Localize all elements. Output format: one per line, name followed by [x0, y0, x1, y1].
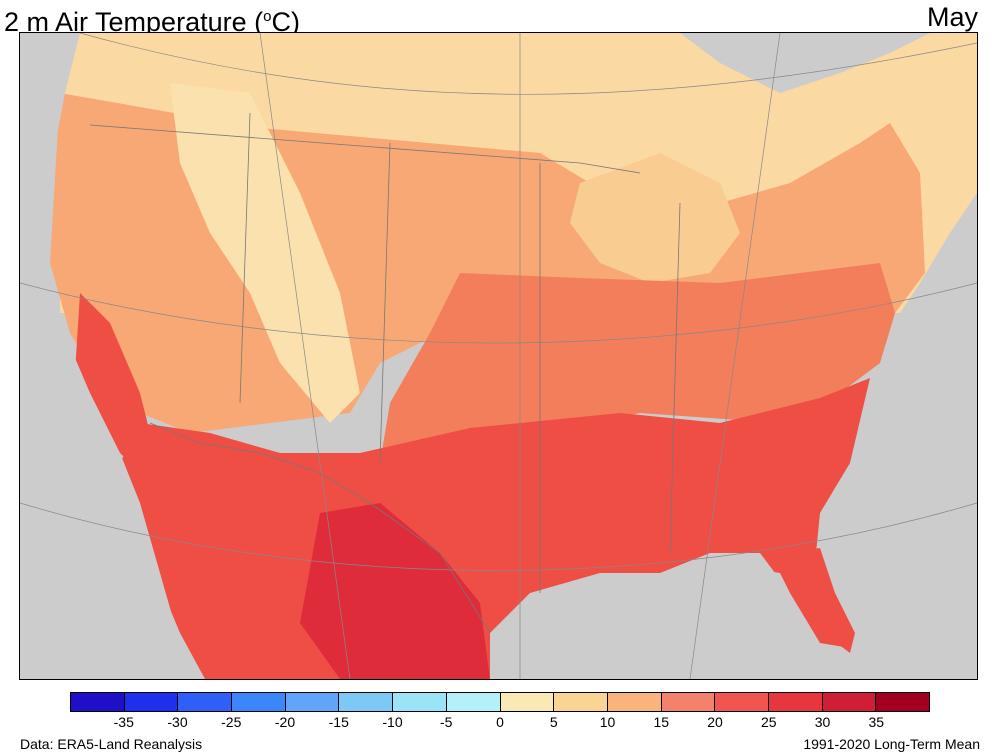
gulf-of-mexico — [500, 563, 820, 679]
colorbar-tick-label: 10 — [599, 714, 616, 730]
colorbar-cell — [393, 693, 447, 711]
colorbar-cell — [71, 693, 125, 711]
land-baja — [140, 503, 225, 679]
map-svg — [20, 33, 977, 679]
land-southwest — [75, 293, 150, 463]
political-borders — [89, 112, 681, 634]
colorbar-tick-label: 35 — [868, 714, 885, 730]
land-florida — [790, 548, 855, 653]
colorbar-cell — [285, 693, 340, 711]
colorbar-tick-label: 30 — [814, 714, 831, 730]
data-period: 1991-2020 Long-Term Mean — [803, 736, 980, 752]
land-rockies — [170, 83, 360, 423]
colorbar-tick-label: -10 — [382, 714, 403, 730]
colorbar-tick-label: -5 — [440, 714, 453, 730]
colorbar-cell — [124, 693, 179, 711]
colorbar-tick-label: -35 — [113, 714, 134, 730]
colorbar-tick-label: 5 — [549, 714, 558, 730]
colorbar-tick-label: -15 — [328, 714, 349, 730]
colorbar-cell — [768, 693, 823, 711]
colorbar-cell — [178, 693, 233, 711]
temperature-map — [19, 32, 978, 680]
colorbar-tick-label: -25 — [221, 714, 242, 730]
colorbar-cell — [500, 693, 555, 711]
colorbar-tick-label: -20 — [274, 714, 296, 730]
colorbar-tick-label: 20 — [707, 714, 723, 730]
colorbar-tick-label: 25 — [760, 714, 777, 730]
colorbar-cell — [715, 693, 769, 711]
land-great-lakes-region — [570, 153, 740, 283]
colorbar-cell — [446, 693, 501, 711]
data-source: Data: ERA5-Land Reanalysis — [20, 736, 203, 752]
colorbar-cell — [607, 693, 662, 711]
colorbar-tick-label: 0 — [496, 714, 504, 730]
month-label: May — [926, 2, 978, 32]
colorbar-cell — [339, 693, 394, 711]
colorbar-tick-label: 15 — [653, 714, 670, 730]
pacific-ocean — [20, 33, 190, 679]
colorbar-cell — [876, 693, 929, 711]
title-degree-sup: o — [263, 8, 272, 25]
colorbar-tick-label: -30 — [167, 714, 188, 730]
colorbar-cell — [822, 693, 877, 711]
colorbar-cell — [232, 693, 286, 711]
atlantic-ocean — [830, 253, 977, 679]
colorbar-cell — [554, 693, 608, 711]
colorbar — [70, 692, 930, 712]
colorbar-cell — [661, 693, 716, 711]
graticule — [20, 33, 977, 679]
land-mexico-hot — [300, 503, 490, 679]
